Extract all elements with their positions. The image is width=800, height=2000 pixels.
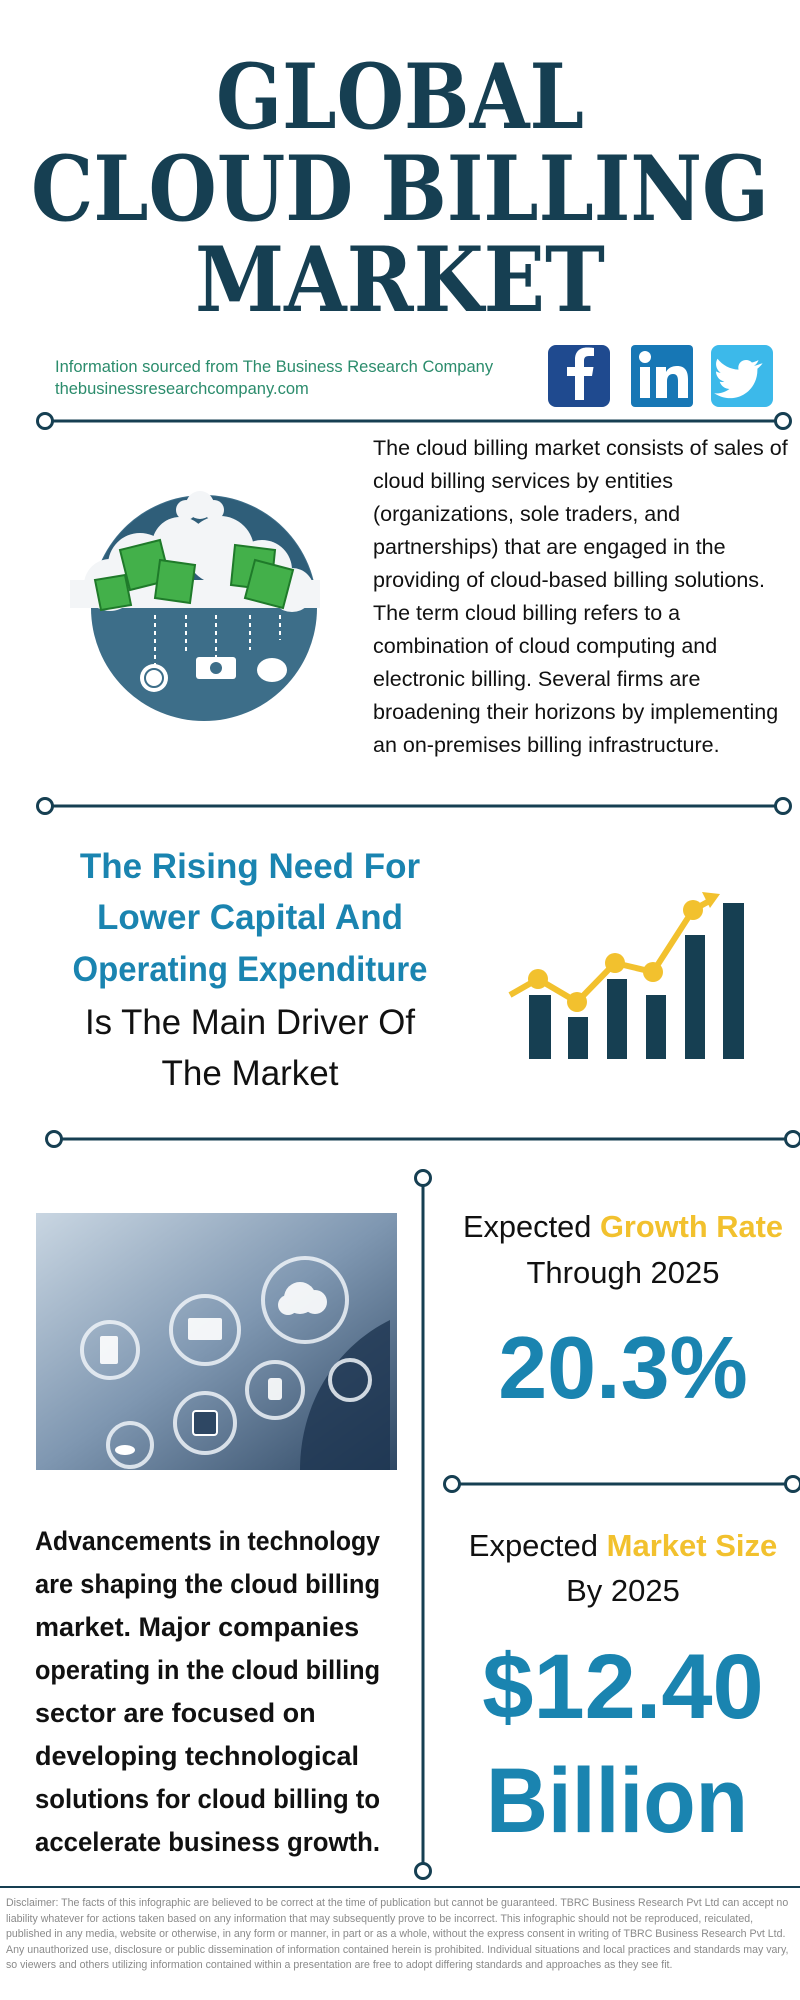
divider [36,412,792,430]
market-period: By 2025 [566,1573,680,1608]
trend-line: Advancements in technology [35,1526,380,1556]
trend-line: are shaping the cloud billing [35,1569,380,1599]
market-value: Billion [486,1750,748,1852]
trend-line: solutions for cloud billing to [35,1784,380,1814]
growth-label-text: Expected [463,1209,591,1244]
growth-chart-icon [508,892,744,1059]
title-line: MARKET [195,227,605,333]
description: The cloud billing market consists of sal… [373,436,788,757]
driver-highlight: Lower Capital And [97,898,403,937]
market-label: Expected Market Size [469,1528,777,1563]
driver-text: The Market [162,1054,339,1093]
disclaimer: Disclaimer: The facts of this infographi… [6,1897,789,1971]
website-text: thebusinessresearchcompany.com [55,380,309,398]
divider [36,797,792,815]
trend-line: accelerate business growth. [35,1827,380,1857]
cloud-money-illustration [70,491,320,721]
driver-text: Is The Main Driver Of [85,1003,415,1042]
linkedin-icon[interactable] [631,345,693,407]
market-highlight: Market Size [607,1528,778,1563]
growth-highlight: Growth Rate [600,1209,783,1244]
market-label-text: Expected [469,1528,598,1563]
divider [45,1130,800,1148]
trend-line: market. Major companies [35,1612,359,1642]
growth-period: Through 2025 [526,1255,719,1290]
driver-highlight: Operating Expenditure [73,950,428,989]
technology-photo [36,1213,397,1470]
trend-line: developing technological [35,1741,359,1771]
title-line: CLOUD BILLING [31,136,769,242]
trend-line: operating in the cloud billing [35,1655,380,1685]
market-value: $12.40 [482,1636,763,1738]
twitter-icon[interactable] [711,345,773,407]
divider [443,1475,800,1493]
title-line: GLOBAL [216,44,584,150]
facebook-icon[interactable] [548,345,610,407]
growth-value: 20.3% [498,1318,748,1417]
source-text: Information sourced from The Business Re… [55,358,494,376]
vertical-divider [414,1169,432,1880]
driver-highlight: The Rising Need For [80,847,421,886]
trend-line: sector are focused on [35,1698,316,1728]
growth-label: Expected Growth Rate [463,1209,783,1244]
